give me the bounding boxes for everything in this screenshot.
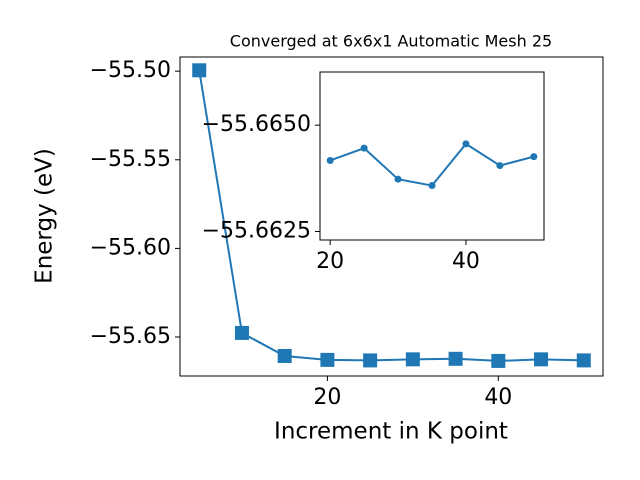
marker <box>234 325 249 340</box>
x-axis-label: Increment in K point <box>274 419 508 445</box>
marker <box>326 156 334 164</box>
x-tick-label: 20 <box>316 249 344 274</box>
plot-area <box>319 71 545 241</box>
y-tick-label: −55.65 <box>90 324 171 349</box>
y-axis-label: Energy (eV) <box>32 148 58 284</box>
marker <box>405 352 420 367</box>
marker <box>576 353 591 368</box>
marker <box>192 63 207 78</box>
marker <box>491 353 506 368</box>
marker <box>360 144 368 152</box>
marker <box>462 140 470 148</box>
marker <box>428 182 436 190</box>
marker <box>496 162 504 170</box>
chart-title: Converged at 6x6x1 Automatic Mesh 25 <box>230 32 552 51</box>
marker <box>534 352 549 367</box>
y-tick-label: −55.60 <box>90 235 171 260</box>
marker <box>448 351 463 366</box>
marker <box>394 175 402 183</box>
marker <box>363 353 378 368</box>
marker <box>530 153 538 161</box>
data-line <box>198 70 584 362</box>
marker <box>320 352 335 367</box>
y-tick-label: −55.6625 <box>202 218 311 243</box>
y-tick-label: −55.50 <box>90 58 171 83</box>
x-tick-label: 40 <box>452 249 480 274</box>
marker <box>277 348 292 363</box>
x-tick-label: 20 <box>313 385 341 410</box>
x-tick-label: 40 <box>484 385 512 410</box>
y-tick-label: −55.6650 <box>202 112 311 137</box>
y-tick-label: −55.55 <box>90 147 171 172</box>
